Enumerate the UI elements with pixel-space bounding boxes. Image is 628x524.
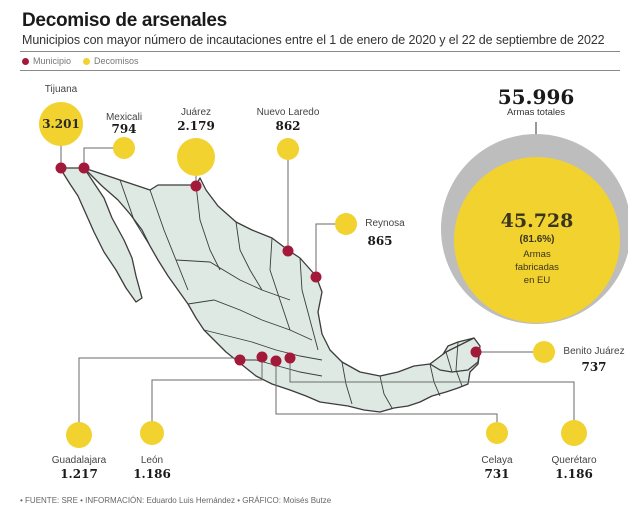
bubble-queretaro [561, 420, 587, 446]
value-leon: 1.186 [133, 467, 171, 481]
page-title: Decomiso de arsenales [22, 10, 227, 31]
legend: Municipio Decomisos [22, 56, 139, 66]
city-label-tijuana: Tijuana [44, 84, 78, 95]
city-label-celaya: Celaya [481, 455, 513, 466]
city-label-guadalajara: Guadalajara [51, 455, 107, 466]
value-mexicali: 794 [111, 122, 137, 136]
value-tijuana: 3.201 [42, 117, 80, 131]
legend-item-municipio: Municipio [22, 56, 71, 66]
bubble-nuevo-laredo [277, 138, 299, 160]
city-label-nuevo-laredo: Nuevo Laredo [256, 107, 320, 118]
legend-label: Municipio [33, 56, 72, 66]
bubble-tijuana [39, 102, 83, 146]
bubble-benito-juarez [533, 341, 555, 363]
value-queretaro: 1.186 [555, 467, 593, 481]
municipio-dots [55, 162, 482, 367]
page-subtitle: Municipios con mayor número de incautaci… [22, 33, 605, 47]
city-label-mexicali: Mexicali [105, 112, 143, 123]
totals-chart [441, 122, 628, 324]
value-nuevo-laredo: 862 [275, 119, 301, 133]
us-made-circle [454, 157, 620, 323]
bubble-leon [140, 421, 164, 445]
bubble-juarez [177, 138, 215, 176]
us-label-line: Armas [523, 249, 551, 260]
bubble-mexicali [113, 137, 135, 159]
us-weapons-value: 45.728 [500, 210, 574, 232]
city-label-leon: León [140, 455, 164, 466]
bubble-guadalajara [66, 422, 92, 448]
city-label-queretaro: Querétaro [551, 455, 597, 466]
bubble-celaya [486, 422, 508, 444]
city-label-reynosa: Reynosa [365, 218, 405, 229]
value-guadalajara: 1.217 [60, 467, 98, 481]
value-juarez: 2.179 [177, 119, 215, 133]
bubble-reynosa [335, 213, 357, 235]
city-label-juarez: Juárez [180, 107, 212, 118]
value-reynosa: 865 [367, 234, 393, 248]
legend-item-decomisos: Decomisos [83, 56, 139, 66]
divider [20, 70, 620, 71]
us-label-line: en EU [523, 275, 551, 286]
legend-label: Decomisos [94, 56, 139, 66]
total-weapons-value: 55.996 [497, 85, 575, 109]
us-weapons-label: Armas fabricadas en EU [497, 248, 577, 287]
source-footer: • FUENTE: SRE • INFORMACIÓN: Eduardo Lui… [20, 496, 332, 505]
value-celaya: 731 [484, 467, 510, 481]
municipio-dot-icon [22, 57, 29, 65]
mexico-outline [59, 167, 481, 413]
decomiso-bubbles [39, 102, 587, 448]
state-borders [119, 179, 463, 409]
us-label-line: fabricadas [515, 262, 559, 273]
value-benito-juarez: 737 [581, 360, 607, 374]
decomisos-dot-icon [83, 57, 91, 65]
us-weapons-pct: (81.6%) [519, 234, 555, 245]
city-label-benito-juarez: Benito Juárez [563, 346, 625, 357]
total-weapons-label: Armas totales [506, 107, 566, 118]
divider [20, 51, 620, 52]
